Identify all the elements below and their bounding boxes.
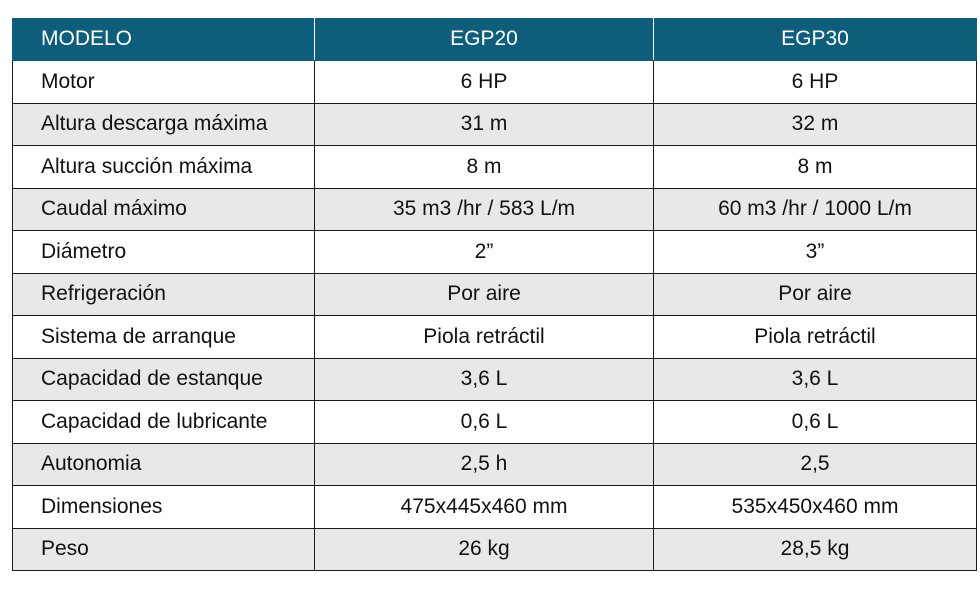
row-label: Dimensiones xyxy=(12,485,315,529)
egp20-value: 31 m xyxy=(314,103,654,146)
table-row: Capacidad de estanque 3,6 L 3,6 L xyxy=(12,358,977,401)
row-label: Motor xyxy=(12,60,315,104)
row-label: Refrigeración xyxy=(12,273,315,316)
row-label: Peso xyxy=(12,528,315,571)
egp30-value: 3” xyxy=(653,230,977,274)
row-label: Capacidad de estanque xyxy=(12,358,315,401)
spec-table-container: MODELO EGP20 EGP30 Motor 6 HP 6 HP Altur… xyxy=(12,18,977,571)
egp20-value: 8 m xyxy=(314,145,654,189)
egp30-value: 535x450x460 mm xyxy=(653,485,977,529)
table-row: Caudal máximo 35 m3 /hr / 583 L/m 60 m3 … xyxy=(12,188,977,231)
egp30-value: Por aire xyxy=(653,273,977,316)
table-row: Altura succión máxima 8 m 8 m xyxy=(12,145,977,189)
row-label: Altura succión máxima xyxy=(12,145,315,189)
row-label: Capacidad de lubricante xyxy=(12,400,315,444)
egp30-value: Piola retráctil xyxy=(653,315,977,359)
egp20-value: Piola retráctil xyxy=(314,315,654,359)
row-label: Diámetro xyxy=(12,230,315,274)
egp20-value: 6 HP xyxy=(314,60,654,104)
egp30-value: 6 HP xyxy=(653,60,977,104)
egp30-value: 0,6 L xyxy=(653,400,977,444)
egp30-value: 60 m3 /hr / 1000 L/m xyxy=(653,188,977,231)
egp20-value: 35 m3 /hr / 583 L/m xyxy=(314,188,654,231)
header-egp30: EGP30 xyxy=(653,18,977,61)
row-label: Sistema de arranque xyxy=(12,315,315,359)
egp20-value: 3,6 L xyxy=(314,358,654,401)
header-row: MODELO EGP20 EGP30 xyxy=(12,18,977,61)
table-row: Motor 6 HP 6 HP xyxy=(12,60,977,104)
table-row: Altura descarga máxima 31 m 32 m xyxy=(12,103,977,146)
row-label: Autonomia xyxy=(12,443,315,486)
row-label: Altura descarga máxima xyxy=(12,103,315,146)
table-row: Autonomia 2,5 h 2,5 xyxy=(12,443,977,486)
header-egp20: EGP20 xyxy=(314,18,654,61)
egp30-value: 32 m xyxy=(653,103,977,146)
table-row: Diámetro 2” 3” xyxy=(12,230,977,274)
table-header: MODELO EGP20 EGP30 xyxy=(12,18,977,61)
egp30-value: 3,6 L xyxy=(653,358,977,401)
spec-table: MODELO EGP20 EGP30 Motor 6 HP 6 HP Altur… xyxy=(12,18,977,571)
egp20-value: 0,6 L xyxy=(314,400,654,444)
egp30-value: 28,5 kg xyxy=(653,528,977,571)
egp30-value: 8 m xyxy=(653,145,977,189)
egp20-value: 26 kg xyxy=(314,528,654,571)
row-label: Caudal máximo xyxy=(12,188,315,231)
table-body: Motor 6 HP 6 HP Altura descarga máxima 3… xyxy=(12,60,977,571)
egp20-value: Por aire xyxy=(314,273,654,316)
table-row: Capacidad de lubricante 0,6 L 0,6 L xyxy=(12,400,977,444)
header-modelo: MODELO xyxy=(12,18,315,61)
egp20-value: 2” xyxy=(314,230,654,274)
table-row: Refrigeración Por aire Por aire xyxy=(12,273,977,316)
table-row: Sistema de arranque Piola retráctil Piol… xyxy=(12,315,977,359)
egp30-value: 2,5 xyxy=(653,443,977,486)
table-row: Peso 26 kg 28,5 kg xyxy=(12,528,977,571)
egp20-value: 475x445x460 mm xyxy=(314,485,654,529)
table-row: Dimensiones 475x445x460 mm 535x450x460 m… xyxy=(12,485,977,529)
egp20-value: 2,5 h xyxy=(314,443,654,486)
